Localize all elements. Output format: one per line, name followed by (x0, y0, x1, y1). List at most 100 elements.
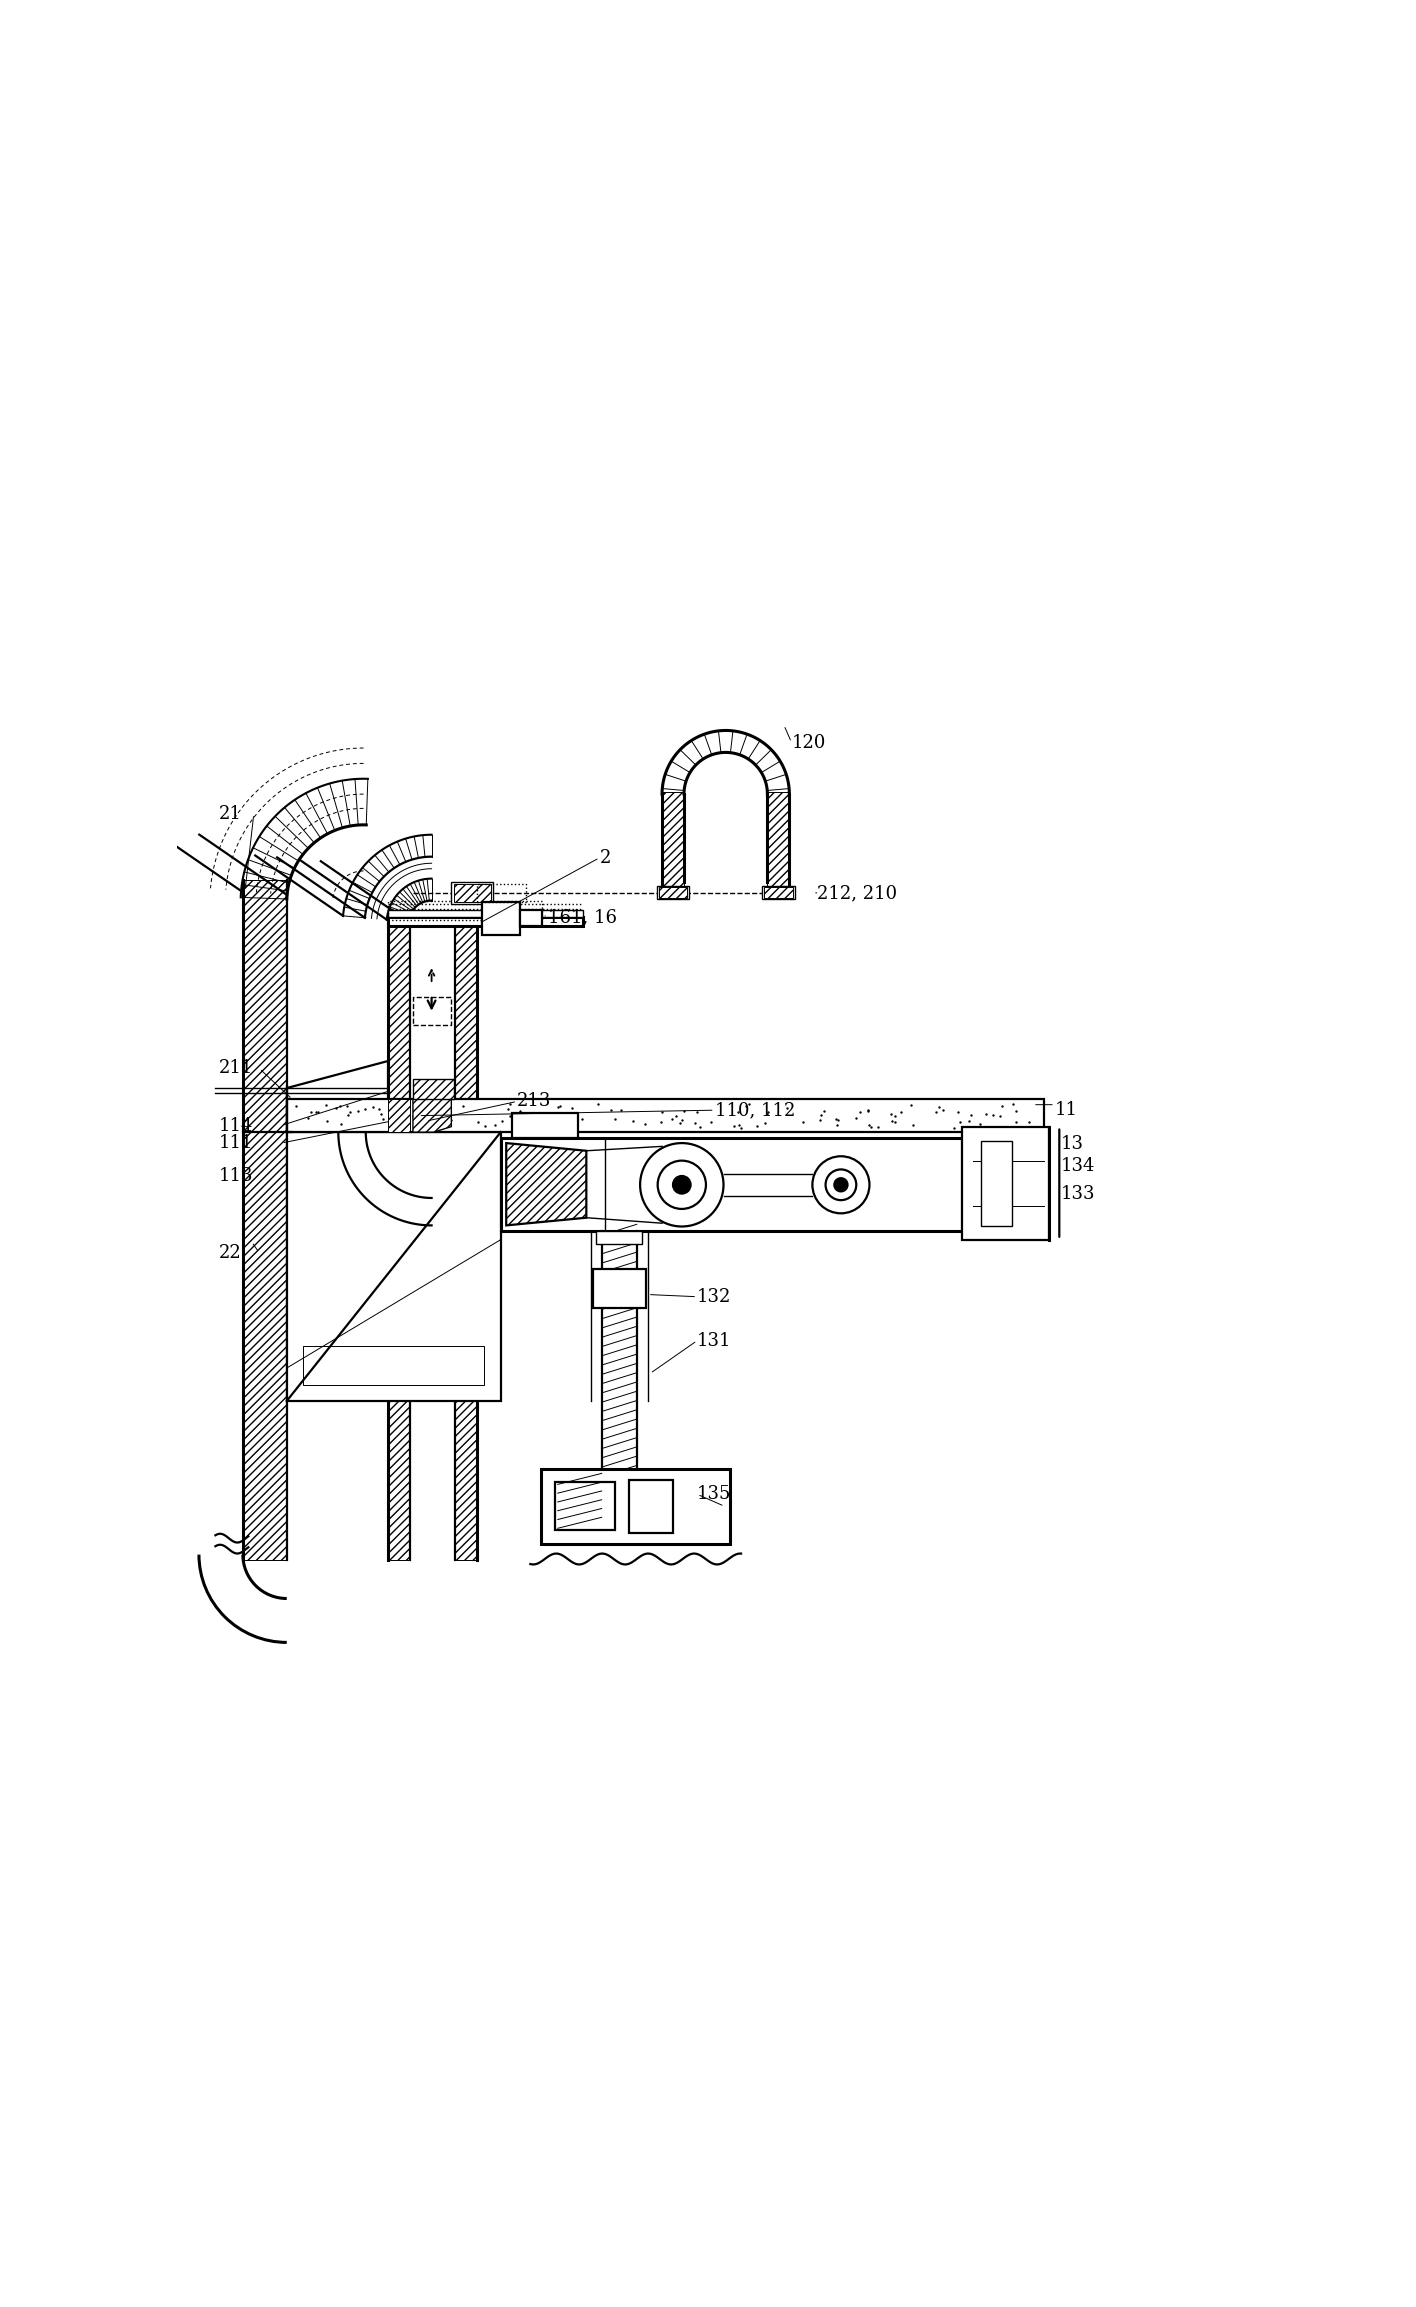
Bar (663, 791, 684, 891)
Point (316, 1103, 338, 1140)
Point (857, 1107, 879, 1144)
Point (857, 1091, 879, 1128)
Point (547, 1089, 569, 1126)
Point (756, 1094, 779, 1130)
Point (421, 1110, 443, 1147)
Point (561, 1089, 583, 1126)
Point (508, 1096, 531, 1133)
Point (810, 1096, 833, 1133)
Point (474, 1107, 497, 1144)
Point (571, 1100, 593, 1137)
Bar (658, 888, 687, 897)
Point (603, 1100, 626, 1137)
Point (498, 1087, 521, 1124)
Point (753, 1105, 776, 1142)
Text: 21: 21 (218, 805, 242, 824)
Point (514, 1100, 537, 1137)
Bar (541, 1470, 731, 1543)
Bar (452, 881, 493, 904)
Circle shape (826, 1170, 857, 1200)
Point (650, 1094, 673, 1130)
Point (990, 1087, 1012, 1124)
Text: 113: 113 (218, 1167, 253, 1186)
Circle shape (657, 1160, 707, 1209)
Point (660, 1100, 683, 1137)
Text: 13: 13 (1061, 1135, 1083, 1154)
Point (296, 1098, 319, 1135)
Bar (388, 900, 542, 920)
Point (408, 1103, 430, 1140)
Text: 2: 2 (599, 849, 610, 867)
Point (925, 1094, 947, 1130)
Text: 132: 132 (697, 1287, 732, 1306)
Point (387, 1089, 409, 1126)
Point (609, 1091, 632, 1128)
Point (729, 1110, 752, 1147)
Point (1001, 1087, 1024, 1124)
Point (367, 1091, 389, 1128)
Point (902, 1107, 925, 1144)
Point (336, 1087, 358, 1124)
Point (932, 1091, 954, 1128)
Polygon shape (507, 1142, 586, 1225)
Bar (303, 1345, 484, 1384)
Point (867, 1107, 889, 1144)
Point (848, 1094, 871, 1130)
Point (668, 1105, 691, 1142)
Point (746, 1107, 769, 1144)
Bar (629, 1481, 673, 1532)
Point (354, 1091, 377, 1128)
Point (735, 1087, 758, 1124)
Point (664, 1098, 687, 1135)
Point (588, 1087, 610, 1124)
Point (728, 1107, 750, 1144)
Text: 111: 111 (218, 1135, 253, 1151)
Text: 133: 133 (1061, 1186, 1095, 1204)
Text: 110, 112: 110, 112 (715, 1100, 796, 1119)
Point (827, 1100, 850, 1137)
Point (974, 1096, 997, 1133)
Bar (388, 923, 409, 1560)
Point (528, 1105, 551, 1142)
Point (419, 1096, 442, 1133)
Point (401, 1098, 423, 1135)
Text: 134: 134 (1061, 1158, 1095, 1174)
Point (300, 1094, 323, 1130)
Point (899, 1087, 922, 1124)
Point (361, 1089, 384, 1126)
Point (650, 1103, 673, 1140)
Point (428, 1100, 450, 1137)
Bar (765, 888, 793, 897)
Bar (388, 911, 583, 916)
Point (304, 1094, 327, 1130)
Point (826, 1100, 848, 1137)
Point (347, 1094, 370, 1130)
Circle shape (640, 1142, 724, 1227)
Point (809, 1100, 831, 1137)
Point (673, 1091, 695, 1128)
Text: 22: 22 (218, 1243, 242, 1262)
Bar (413, 997, 452, 1024)
Point (792, 1103, 814, 1140)
Point (524, 1110, 547, 1147)
Point (700, 1103, 722, 1140)
Point (398, 1103, 421, 1140)
Bar (286, 1098, 1044, 1133)
Point (324, 1089, 347, 1126)
Point (881, 1103, 903, 1140)
Bar (961, 1126, 1049, 1239)
Point (515, 1107, 538, 1144)
Point (490, 1103, 513, 1140)
Circle shape (813, 1156, 869, 1213)
Point (429, 1087, 452, 1124)
Point (416, 1087, 439, 1124)
Point (372, 1100, 395, 1137)
Point (452, 1087, 474, 1124)
Point (285, 1087, 307, 1124)
Text: 212, 210: 212, 210 (817, 884, 896, 902)
Point (398, 1098, 421, 1135)
Point (497, 1091, 520, 1128)
Circle shape (673, 1177, 691, 1193)
Bar (501, 1137, 961, 1232)
Point (633, 1105, 656, 1142)
